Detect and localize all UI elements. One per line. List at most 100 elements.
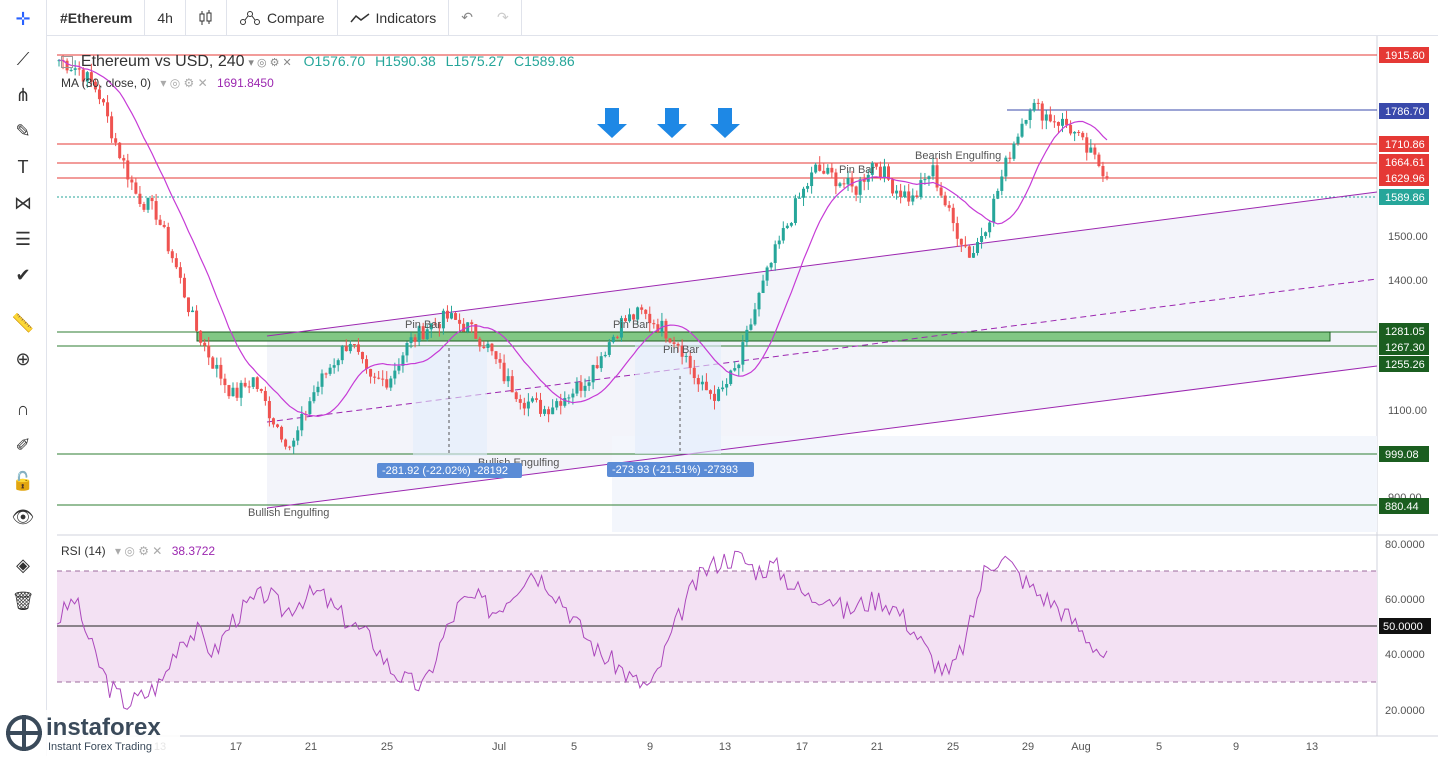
candle-body <box>247 386 251 388</box>
pin-bar-label-1: Pin Bar <box>405 319 441 331</box>
measure-label-bg-1 <box>377 463 522 478</box>
instaforex-logo: instaforex Instant Forex Trading <box>0 710 180 756</box>
layers-icon[interactable]: ◈ <box>16 554 30 575</box>
candle-body <box>575 382 579 394</box>
time-tick-label: 5 <box>571 741 577 753</box>
interval-button[interactable]: 4h <box>145 0 186 35</box>
candle-body <box>555 401 559 408</box>
candle-body <box>259 389 263 391</box>
candle-body <box>810 172 814 187</box>
candle-body <box>1040 103 1044 121</box>
candle-body <box>211 357 215 369</box>
candle-body <box>1097 154 1101 167</box>
candle-body <box>433 323 437 325</box>
indicators-button[interactable]: Indicators <box>338 0 450 35</box>
ma-value: 1691.8450 <box>217 76 274 90</box>
candle-body <box>1044 114 1048 121</box>
candle-body <box>676 343 680 346</box>
rsi-value: 38.3722 <box>171 544 216 558</box>
candle-body <box>781 228 785 241</box>
channel-upper-line <box>266 191 1378 337</box>
legend-title: Ethereum vs USD, 240 <box>80 53 245 70</box>
pitchfork-icon[interactable]: ⋔ <box>15 84 31 105</box>
candle-body <box>510 376 514 393</box>
fib-icon[interactable]: ☰ <box>14 228 32 249</box>
candle-body <box>85 72 89 82</box>
text-icon[interactable]: T <box>17 156 29 177</box>
compare-button[interactable]: Compare <box>227 0 338 35</box>
collapse-icon[interactable] <box>61 56 73 69</box>
trash-icon[interactable]: 🗑 <box>11 590 35 611</box>
candle-body <box>838 183 842 187</box>
candle-body <box>267 401 271 419</box>
candle-body <box>458 319 462 324</box>
eye-icon[interactable]: 👁 <box>11 506 35 527</box>
price-level-tag <box>1379 498 1429 514</box>
zoom-icon[interactable]: ⊕ <box>15 348 31 369</box>
candle-body <box>802 188 806 198</box>
candle-body <box>878 166 882 178</box>
redo-button[interactable]: ↷ <box>485 0 522 35</box>
candle-body <box>713 393 717 401</box>
lock-icon[interactable]: 🔓 <box>11 470 35 491</box>
candle-body <box>704 381 708 391</box>
candle-body <box>65 60 69 71</box>
lock-pencil-icon[interactable]: ✐ <box>15 434 31 455</box>
chart-area[interactable]: Pin Bar Pin Bar Pin Bar Pin Bar Bearish … <box>47 36 1438 756</box>
symbol-button[interactable]: #Ethereum <box>0 0 146 35</box>
time-tick-label: 13 <box>719 741 731 753</box>
candle-body <box>251 377 255 387</box>
candle-body <box>219 364 223 379</box>
price-level-tag-text: 1710.86 <box>1385 139 1425 151</box>
candle-body <box>166 226 170 252</box>
chart-type-button[interactable] <box>186 0 227 35</box>
price-level-tag <box>1379 323 1429 339</box>
candle-body <box>927 176 931 180</box>
price-level-tag-text: 1281.05 <box>1385 326 1425 338</box>
candle-body <box>603 354 607 357</box>
candle-body <box>773 244 777 263</box>
price-chart[interactable]: Pin Bar Pin Bar Pin Bar Pin Bar Bearish … <box>47 36 1438 756</box>
candle-body <box>797 197 801 199</box>
measure-box-1 <box>413 346 487 456</box>
candle-body <box>122 158 126 161</box>
checkmark-icon[interactable]: ✔ <box>15 264 31 285</box>
candle-body <box>106 102 110 117</box>
trend-line-icon[interactable]: ⟋ <box>16 48 30 69</box>
candle-body <box>636 307 640 320</box>
time-tick-label: 9 <box>647 741 653 753</box>
ruler-icon[interactable]: 📏 <box>11 312 35 333</box>
candle-body <box>1052 121 1056 123</box>
candle-body <box>199 330 203 343</box>
candle-body <box>203 342 207 346</box>
candle-body <box>959 238 963 245</box>
candle-body <box>672 342 676 344</box>
candle-body <box>227 385 231 397</box>
time-tick-label: 13 <box>1306 741 1318 753</box>
candle-body <box>373 376 377 378</box>
price-level-tag-text: 1664.61 <box>1385 157 1425 169</box>
candle-body <box>328 367 332 374</box>
time-tick-label: 21 <box>305 741 317 753</box>
brush-icon[interactable]: ✎ <box>15 120 31 141</box>
candle-body <box>186 297 190 313</box>
pin-bar-label-3: Pin Bar <box>663 344 699 356</box>
candle-body <box>980 236 984 243</box>
time-tick-label: Jul <box>492 741 506 753</box>
pin-bar-label-2: Pin Bar <box>613 319 649 331</box>
candle-body <box>648 313 652 324</box>
candle-body <box>587 382 591 386</box>
candle-body <box>284 439 288 447</box>
candle-body <box>992 198 996 223</box>
candle-body <box>360 351 364 360</box>
candle-body <box>340 345 344 361</box>
candle-body <box>138 193 142 204</box>
crosshair-icon[interactable]: ✛ <box>15 8 31 29</box>
undo-button[interactable]: ↶ <box>461 9 473 25</box>
price-level-tag-text: 999.08 <box>1385 449 1419 461</box>
magnet-icon[interactable]: ∩ <box>16 398 30 419</box>
candle-body <box>522 402 526 409</box>
pattern-icon[interactable]: ⋈ <box>14 192 32 213</box>
candle-body <box>684 355 688 357</box>
measure-box-2 <box>635 342 721 454</box>
